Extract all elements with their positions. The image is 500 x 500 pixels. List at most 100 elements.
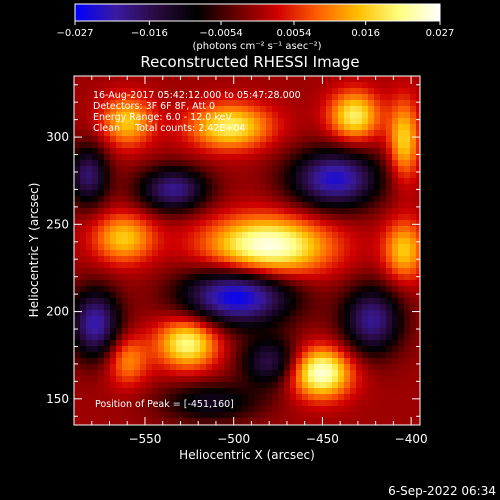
heatmap-cell [248, 154, 255, 161]
heatmap-cell [110, 220, 117, 227]
heatmap-cell [296, 274, 303, 281]
heatmap-cell [356, 268, 363, 275]
heatmap-cell [332, 238, 339, 245]
heatmap-cell [122, 202, 129, 209]
heatmap-cell [362, 100, 369, 107]
heatmap-cell [338, 370, 345, 377]
heatmap-cell [152, 142, 159, 149]
heatmap-cell [152, 184, 159, 191]
heatmap-cell [278, 370, 285, 377]
heatmap-cell [386, 100, 393, 107]
heatmap-cell [284, 112, 291, 119]
heatmap-cell [386, 268, 393, 275]
heatmap-cell [278, 82, 285, 89]
heatmap-cell [116, 202, 123, 209]
heatmap-cell [242, 232, 249, 239]
heatmap-cell [134, 226, 141, 233]
heatmap-cell [236, 280, 243, 287]
heatmap-cell [170, 298, 177, 305]
heatmap-cell [116, 94, 123, 101]
heatmap-cell [350, 376, 357, 383]
heatmap-cell [332, 292, 339, 299]
heatmap-cell [86, 244, 93, 251]
heatmap-cell [326, 364, 333, 371]
heatmap-cell [368, 208, 375, 215]
heatmap-cell [116, 418, 123, 425]
heatmap-cell [242, 358, 249, 365]
heatmap-cell [272, 208, 279, 215]
heatmap-cell [374, 298, 381, 305]
heatmap-cell [194, 262, 201, 269]
heatmap-cell [110, 394, 117, 401]
heatmap-cell [104, 112, 111, 119]
heatmap-cell [308, 250, 315, 257]
heatmap-cell [104, 346, 111, 353]
heatmap-cell [86, 370, 93, 377]
heatmap-cell [320, 238, 327, 245]
heatmap-cell [332, 208, 339, 215]
heatmap-cell [86, 268, 93, 275]
heatmap-cell [188, 112, 195, 119]
heatmap-cell [146, 322, 153, 329]
heatmap-cell [398, 280, 405, 287]
heatmap-cell [410, 376, 417, 383]
heatmap-cell [308, 388, 315, 395]
heatmap-cell [224, 322, 231, 329]
heatmap-cell [140, 202, 147, 209]
heatmap-cell [398, 316, 405, 323]
heatmap-cell [386, 190, 393, 197]
heatmap-cell [92, 340, 99, 347]
heatmap-cell [146, 280, 153, 287]
heatmap-cell [212, 370, 219, 377]
heatmap-cell [134, 124, 141, 131]
heatmap-cell [104, 292, 111, 299]
heatmap-cell [182, 190, 189, 197]
heatmap-cell [254, 322, 261, 329]
heatmap-cell [158, 274, 165, 281]
heatmap-cell [320, 160, 327, 167]
heatmap-cell [326, 274, 333, 281]
heatmap-cell [326, 418, 333, 425]
heatmap-cell [134, 238, 141, 245]
heatmap-cell [344, 382, 351, 389]
heatmap-cell [146, 160, 153, 167]
heatmap-cell [338, 262, 345, 269]
heatmap-cell [362, 208, 369, 215]
heatmap-cell [386, 118, 393, 125]
heatmap-cell [410, 106, 417, 113]
heatmap-cell [374, 394, 381, 401]
heatmap-cell [110, 196, 117, 203]
heatmap-cell [320, 340, 327, 347]
heatmap-cell [224, 412, 231, 419]
heatmap-cell [338, 286, 345, 293]
heatmap-cell [344, 178, 351, 185]
heatmap-cell [290, 406, 297, 413]
heatmap-cell [92, 106, 99, 113]
heatmap-cell [98, 76, 105, 83]
heatmap-cell [182, 244, 189, 251]
heatmap-cell [146, 184, 153, 191]
heatmap-cell [410, 154, 417, 161]
heatmap-cell [92, 112, 99, 119]
heatmap-cell [332, 376, 339, 383]
heatmap-cell [134, 106, 141, 113]
heatmap-cell [302, 268, 309, 275]
heatmap-cell [374, 304, 381, 311]
heatmap-cell [224, 286, 231, 293]
heatmap-cell [284, 190, 291, 197]
heatmap-cell [386, 244, 393, 251]
heatmap-cell [266, 208, 273, 215]
heatmap-cell [356, 418, 363, 425]
heatmap-cell [200, 286, 207, 293]
heatmap-cell [290, 220, 297, 227]
heatmap-cell [158, 316, 165, 323]
heatmap-cell [290, 142, 297, 149]
heatmap-cell [320, 148, 327, 155]
heatmap-cell [302, 232, 309, 239]
heatmap-cell [404, 244, 411, 251]
heatmap-cell [278, 118, 285, 125]
heatmap-cell [362, 340, 369, 347]
heatmap-cell [80, 76, 87, 83]
heatmap-cell [272, 406, 279, 413]
heatmap-cell [308, 118, 315, 125]
